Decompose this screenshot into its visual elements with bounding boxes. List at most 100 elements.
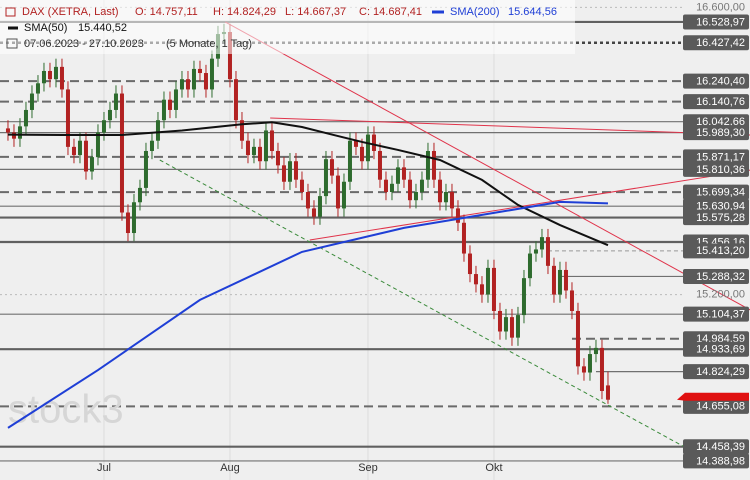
y-tick-label: 16.600,00 xyxy=(696,1,745,13)
x-tick-label: Okt xyxy=(485,462,502,474)
level-label: 16.140,76 xyxy=(696,96,745,108)
candle-body xyxy=(533,249,538,254)
candle-body xyxy=(443,192,448,203)
level-label: 15.104,37 xyxy=(696,309,745,321)
plot xyxy=(5,21,750,451)
level-label: 15.699,34 xyxy=(696,187,745,199)
candle-body xyxy=(71,146,76,156)
level-label: 15.989,30 xyxy=(696,127,745,139)
candle-body xyxy=(299,179,304,192)
candle-body xyxy=(329,159,334,176)
candle-body xyxy=(179,79,184,90)
candle-body xyxy=(161,99,166,121)
trend-line xyxy=(224,21,750,311)
watermark: stock3 xyxy=(8,388,124,432)
level-tag xyxy=(683,268,749,284)
level-tag xyxy=(683,149,749,165)
candle-body xyxy=(293,161,298,180)
level-tag xyxy=(683,453,749,469)
level-label: 15.575,28 xyxy=(696,212,745,224)
trend-line xyxy=(159,159,691,451)
candle-body xyxy=(23,109,28,127)
candle-body xyxy=(269,130,274,151)
candle-body xyxy=(347,140,352,182)
candle-body xyxy=(191,68,196,90)
candle-body xyxy=(503,317,508,332)
sma-line xyxy=(7,121,609,247)
close-text: C: 14.687,41 xyxy=(359,6,422,18)
high-text: H: 14.824,29 xyxy=(213,6,276,18)
level-tag xyxy=(683,184,749,200)
candle-body xyxy=(587,354,592,373)
candle-body xyxy=(473,274,478,285)
candle-body xyxy=(359,146,364,162)
candle-body xyxy=(551,265,556,295)
candle-body xyxy=(419,179,424,192)
candle-body xyxy=(173,89,178,110)
candle-body xyxy=(155,120,160,141)
candle-body xyxy=(275,150,280,166)
legend-label: SMA(200) xyxy=(450,6,500,18)
level-tag xyxy=(683,14,749,30)
candle-body xyxy=(185,79,190,90)
candle-body xyxy=(395,167,400,184)
candle-body xyxy=(101,120,106,133)
level-tag xyxy=(683,341,749,357)
candle-body xyxy=(461,222,466,254)
candle-body xyxy=(383,179,388,192)
candle-body xyxy=(245,140,250,156)
candle-body xyxy=(425,150,430,180)
calendar-icon xyxy=(6,38,18,49)
candle-body xyxy=(467,253,472,275)
sma-line xyxy=(7,200,609,429)
instrument: DAX (XETRA, Last) xyxy=(22,6,119,18)
candle-body xyxy=(143,150,148,188)
level-tag xyxy=(683,198,749,214)
candle-body xyxy=(449,192,454,209)
level-label: 15.871,17 xyxy=(696,151,745,163)
level-label: 14.388,98 xyxy=(696,455,745,467)
candle-body xyxy=(287,161,292,182)
candle-body xyxy=(491,267,496,311)
candle-body xyxy=(377,150,382,180)
candle-body xyxy=(53,66,58,80)
candle-body xyxy=(5,128,10,133)
candle-body xyxy=(527,253,532,279)
candle-body xyxy=(497,310,502,332)
level-tag xyxy=(683,35,749,51)
level-label: 15.288,32 xyxy=(696,271,745,283)
x-tick-label: Jul xyxy=(97,462,111,474)
candle-body xyxy=(341,181,346,209)
candle-body xyxy=(371,134,376,151)
level-label: 14.655,08 xyxy=(696,401,745,413)
candle-body xyxy=(41,70,46,84)
axis-labels: Jul Aug Sep Okt 16.600,00 15.200,00 16.528,97 1… xyxy=(97,1,749,474)
level-label: 16.042,66 xyxy=(696,116,745,128)
current-price-tag xyxy=(677,392,749,401)
candle-body xyxy=(35,83,40,94)
candle-body xyxy=(311,208,316,217)
candle-body xyxy=(389,183,394,192)
candle-body xyxy=(353,140,358,147)
instrument-icon xyxy=(5,7,16,17)
candle-body xyxy=(251,146,256,156)
candle-body xyxy=(209,58,214,90)
y-tick-label: 15.200,00 xyxy=(696,288,745,300)
candle-body xyxy=(365,134,370,162)
candle-body xyxy=(281,165,286,182)
candle-body xyxy=(47,70,52,80)
level-label: 16.427,42 xyxy=(696,37,745,49)
period: 07.06.2023 - 27.10.2023 xyxy=(24,38,144,50)
x-tick-label: Aug xyxy=(220,462,240,474)
level-tag xyxy=(683,125,749,141)
candle-body xyxy=(335,175,340,209)
candle-body xyxy=(401,167,406,180)
candle-body xyxy=(515,315,520,338)
level-tag xyxy=(683,439,749,455)
legend-background xyxy=(0,0,575,54)
candle-body xyxy=(131,202,136,234)
candle-body xyxy=(305,192,310,209)
candle-body xyxy=(239,120,244,141)
